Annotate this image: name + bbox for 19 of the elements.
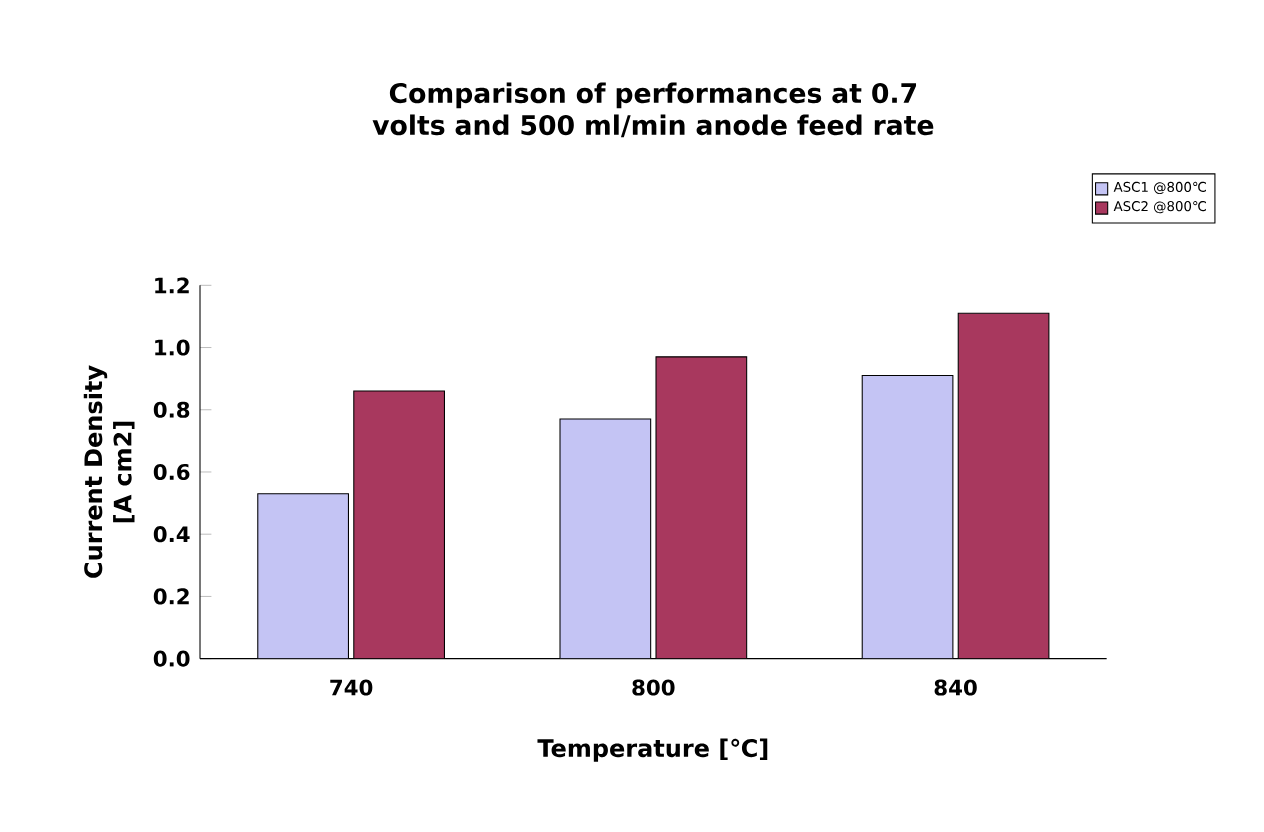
y-tick-label: 0.0: [153, 650, 190, 667]
x-tick-label: 740: [330, 679, 373, 696]
x-tick-label: 800: [632, 679, 675, 696]
y-tick-label: 1.0: [155, 339, 190, 356]
y-tick-label: 0.6: [153, 463, 190, 481]
bar: [656, 356, 747, 659]
y-axis-title: Current Density [A cm2]: [83, 365, 135, 578]
y-tick-label: 0.4: [153, 526, 190, 543]
y-tick-label: 1.2: [155, 277, 189, 294]
bar: [560, 419, 651, 659]
bar: [861, 375, 954, 659]
x-axis-title: Temperature [℃]: [537, 738, 768, 762]
chart-title: Comparison of performances at 0.7 volts and 500 ml/min anode feed rate: [372, 82, 934, 138]
bar: [353, 391, 445, 659]
y-tick-label: 0.2: [153, 588, 189, 605]
bar: [257, 493, 349, 659]
x-tick-label: 840: [934, 679, 977, 696]
bar: [957, 312, 1050, 659]
y-tick-label: 0.8: [153, 401, 190, 418]
